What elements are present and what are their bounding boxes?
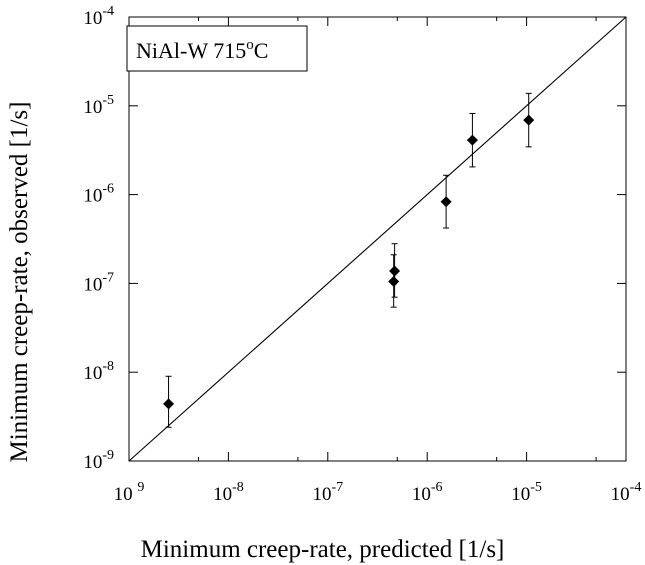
x-tick-label: 10-8 (213, 480, 244, 505)
x-tick-label: 10-7 (312, 480, 343, 505)
x-tick-label: 10-5 (511, 480, 542, 505)
plot-frame (128, 16, 627, 462)
data-point-diamond (388, 276, 400, 288)
reference-line (128, 16, 627, 462)
x-axis-label: Minimum creep-rate, predicted [1/s] (140, 536, 505, 563)
data-point-diamond (523, 114, 535, 126)
data-point-diamond (466, 134, 478, 146)
data-point-diamond (163, 398, 175, 410)
annotation-box (126, 25, 308, 72)
data-point-diamond (389, 265, 401, 277)
y-tick-label: 10-6 (83, 182, 114, 207)
y-axis-label-container: Minimum creep-rate, observed [1/s] (0, 0, 40, 565)
y-tick-label: 10-5 (83, 93, 114, 118)
y-tick-label: 10-9 (83, 448, 114, 473)
x-tick-label: 10-6 (412, 480, 443, 505)
y-tick-label: 10-4 (83, 4, 114, 29)
annotation-text: NiAl-W 715oC (136, 37, 268, 63)
x-tick-label: 10-4 (611, 480, 642, 505)
x-tick-label: 10 9 (114, 480, 145, 505)
data-point-diamond (440, 196, 452, 208)
y-axis-label: Minimum creep-rate, observed [1/s] (6, 101, 33, 463)
y-tick-label: 10-7 (83, 270, 114, 295)
y-tick-label: 10-8 (83, 359, 114, 384)
